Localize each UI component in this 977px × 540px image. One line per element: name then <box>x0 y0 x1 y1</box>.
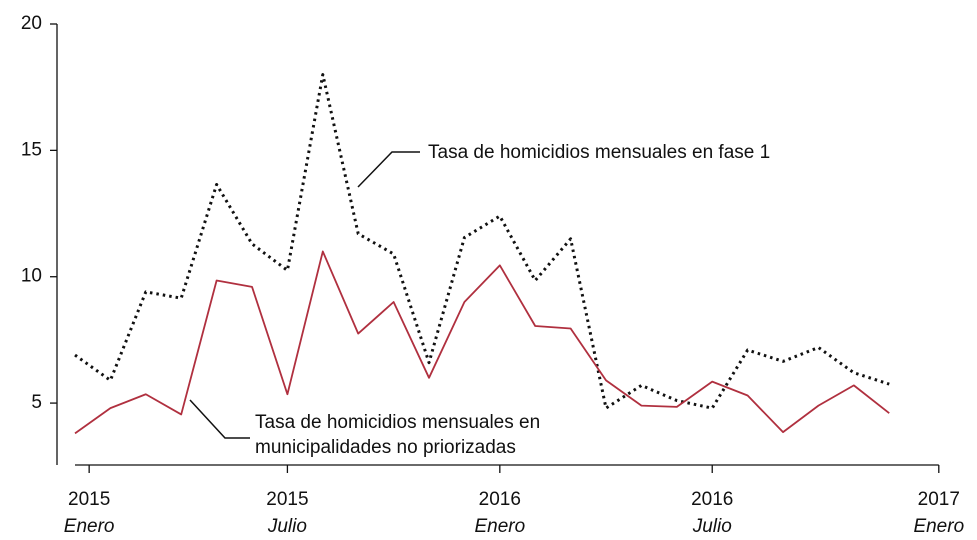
y-tick-label: 5 <box>31 392 42 413</box>
x-tick-sublabel: Julio <box>692 516 732 537</box>
x-tick-sublabel: Julio <box>267 516 307 537</box>
x-tick-sublabel: Enero <box>474 516 525 537</box>
x-tick-label: 2016 <box>479 489 521 510</box>
annotation: municipalidades no priorizadas <box>255 437 516 458</box>
x-tick-sublabel: Enero <box>913 516 964 537</box>
x-tick-label: 2016 <box>691 489 733 510</box>
leader-line <box>189 399 250 439</box>
x-tick-label: 2015 <box>68 489 110 510</box>
y-tick-label: 15 <box>21 139 42 160</box>
y-tick-label: 10 <box>21 266 42 287</box>
annotation: Tasa de homicidios mensuales en <box>255 412 540 433</box>
annotation: Tasa de homicidios mensuales en fase 1 <box>428 142 770 163</box>
x-tick-label: 2017 <box>918 489 960 510</box>
leader-line <box>357 151 420 188</box>
x-tick-sublabel: Enero <box>64 516 115 537</box>
x-tick-label: 2015 <box>266 489 308 510</box>
series-line <box>74 250 890 435</box>
y-tick-label: 20 <box>21 13 42 34</box>
series-line <box>74 73 890 410</box>
